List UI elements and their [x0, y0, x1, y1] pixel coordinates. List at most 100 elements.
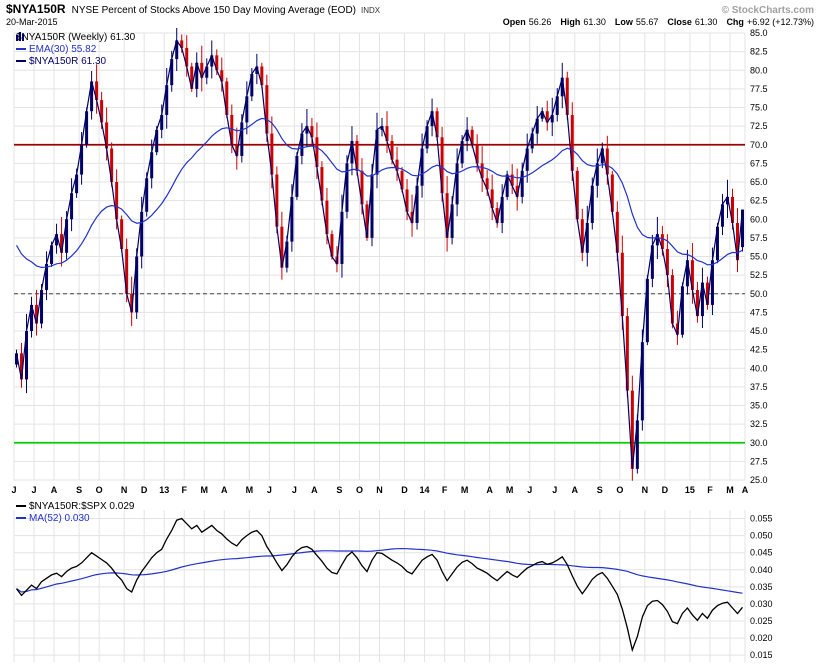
svg-text:30.0: 30.0 [750, 438, 768, 448]
chart-header: $NYA150R NYSE Percent of Stocks Above 15… [0, 0, 820, 28]
legend-series-row: $NYA150R (Weekly) 61.30 [16, 32, 135, 44]
svg-text:0.035: 0.035 [750, 582, 773, 592]
svg-text:55.0: 55.0 [750, 252, 768, 262]
svg-text:75.0: 75.0 [750, 103, 768, 113]
chart-title: NYSE Percent of Stocks Above 150 Day Mov… [71, 5, 357, 16]
legend-ratio-label: $NYA150R:$SPX 0.029 [29, 501, 135, 512]
svg-text:J: J [292, 485, 297, 495]
svg-text:A: A [742, 485, 749, 495]
svg-text:37.5: 37.5 [750, 382, 768, 392]
header-quote-row: 20-Mar-2015 Open 56.26 High 61.30 Low 55.67 Cl… [6, 17, 814, 27]
svg-text:S: S [336, 485, 342, 495]
svg-text:N: N [642, 485, 649, 495]
quote-open-label: Open [502, 17, 526, 27]
exchange-label: INDX [361, 6, 381, 15]
svg-text:0.050: 0.050 [750, 531, 773, 541]
legend-close-label: $NYA150R 61.30 [29, 56, 107, 67]
legend-ema-label: EMA(30) 55.82 [29, 44, 97, 55]
svg-text:27.5: 27.5 [750, 456, 768, 466]
svg-text:A: A [51, 485, 58, 495]
svg-text:A: A [221, 485, 228, 495]
svg-text:15: 15 [685, 485, 695, 495]
quote-chg-label: Chg [726, 17, 744, 27]
ma-line-swatch-icon [16, 517, 26, 520]
svg-text:14: 14 [420, 485, 430, 495]
svg-text:J: J [32, 485, 37, 495]
svg-text:62.5: 62.5 [750, 196, 768, 206]
svg-text:25.0: 25.0 [750, 475, 768, 485]
legend-ma-row: MA(52) 0.030 [16, 513, 134, 525]
svg-text:F: F [442, 485, 448, 495]
quote-low-label: Low [614, 17, 633, 27]
quote-strip: Open 56.26 High 61.30 Low 55.67 Close 61.30 Chg +… [494, 17, 814, 27]
chart-type-icon [16, 32, 24, 41]
chart-date: 20-Mar-2015 [6, 17, 58, 27]
svg-text:13: 13 [159, 485, 169, 495]
svg-text:F: F [707, 485, 713, 495]
main-chart-legend: $NYA150R (Weekly) 61.30 EMA(30) 55.82 $N… [16, 32, 135, 68]
svg-text:J: J [267, 485, 272, 495]
svg-text:0.020: 0.020 [750, 633, 773, 643]
svg-text:N: N [121, 485, 128, 495]
svg-text:60.0: 60.0 [750, 214, 768, 224]
svg-text:82.5: 82.5 [750, 47, 768, 57]
svg-text:F: F [181, 485, 187, 495]
quote-chg-value: +6.92 (+12.73%) [746, 17, 814, 27]
svg-text:50.0: 50.0 [750, 289, 768, 299]
svg-text:A: A [311, 485, 318, 495]
svg-text:D: D [401, 485, 408, 495]
close-line-swatch-icon [16, 60, 26, 63]
ema-line-swatch-icon [16, 48, 26, 51]
svg-text:35.0: 35.0 [750, 401, 768, 411]
svg-text:70.0: 70.0 [750, 140, 768, 150]
svg-text:M: M [201, 485, 209, 495]
svg-text:32.5: 32.5 [750, 419, 768, 429]
quote-close-label: Close [667, 17, 692, 27]
quote-open-value: 56.26 [528, 17, 552, 27]
svg-text:J: J [552, 485, 557, 495]
svg-text:M: M [246, 485, 254, 495]
svg-text:80.0: 80.0 [750, 65, 768, 75]
legend-series-label: $NYA150R (Weekly) 61.30 [16, 32, 136, 43]
svg-text:S: S [76, 485, 82, 495]
symbol: $NYA150R [6, 2, 66, 16]
lower-chart-canvas: 0.015 0.020 0.025 0.030 0.035 0.040 0.045 0.050… [13, 510, 773, 662]
svg-text:40.0: 40.0 [750, 363, 768, 373]
svg-text:0.055: 0.055 [750, 514, 773, 524]
quote-low-value: 55.67 [635, 17, 659, 27]
svg-text:0.045: 0.045 [750, 548, 773, 558]
svg-text:42.5: 42.5 [750, 345, 768, 355]
svg-text:A: A [486, 485, 493, 495]
quote-close-value: 61.30 [694, 17, 718, 27]
quote-high-label: High [560, 17, 581, 27]
svg-text:M: M [726, 485, 734, 495]
svg-text:85.0: 85.0 [750, 28, 768, 38]
ratio-line-swatch-icon [16, 505, 26, 508]
svg-text:77.5: 77.5 [750, 84, 768, 94]
svg-text:O: O [356, 485, 363, 495]
svg-text:0.030: 0.030 [750, 599, 773, 609]
svg-text:47.5: 47.5 [750, 307, 768, 317]
svg-text:N: N [376, 485, 383, 495]
header-title-row: $NYA150R NYSE Percent of Stocks Above 15… [6, 2, 814, 16]
svg-text:67.5: 67.5 [750, 158, 768, 168]
svg-text:52.5: 52.5 [750, 270, 768, 280]
svg-text:45.0: 45.0 [750, 326, 768, 336]
svg-text:O: O [616, 485, 623, 495]
svg-text:A: A [572, 485, 579, 495]
legend-ratio-row: $NYA150R:$SPX 0.029 [16, 501, 134, 513]
quote-high-value: 61.30 [583, 17, 606, 27]
legend-ema-row: EMA(30) 55.82 [16, 44, 135, 56]
svg-text:M: M [461, 485, 469, 495]
svg-text:J: J [527, 485, 532, 495]
svg-text:57.5: 57.5 [750, 233, 768, 243]
svg-text:D: D [141, 485, 148, 495]
svg-text:72.5: 72.5 [750, 121, 768, 131]
svg-text:65.0: 65.0 [750, 177, 768, 187]
svg-text:D: D [662, 485, 669, 495]
svg-text:S: S [597, 485, 603, 495]
legend-close-row: $NYA150R 61.30 [16, 56, 135, 68]
svg-text:M: M [506, 485, 514, 495]
legend-ma-label: MA(52) 0.030 [29, 513, 90, 524]
